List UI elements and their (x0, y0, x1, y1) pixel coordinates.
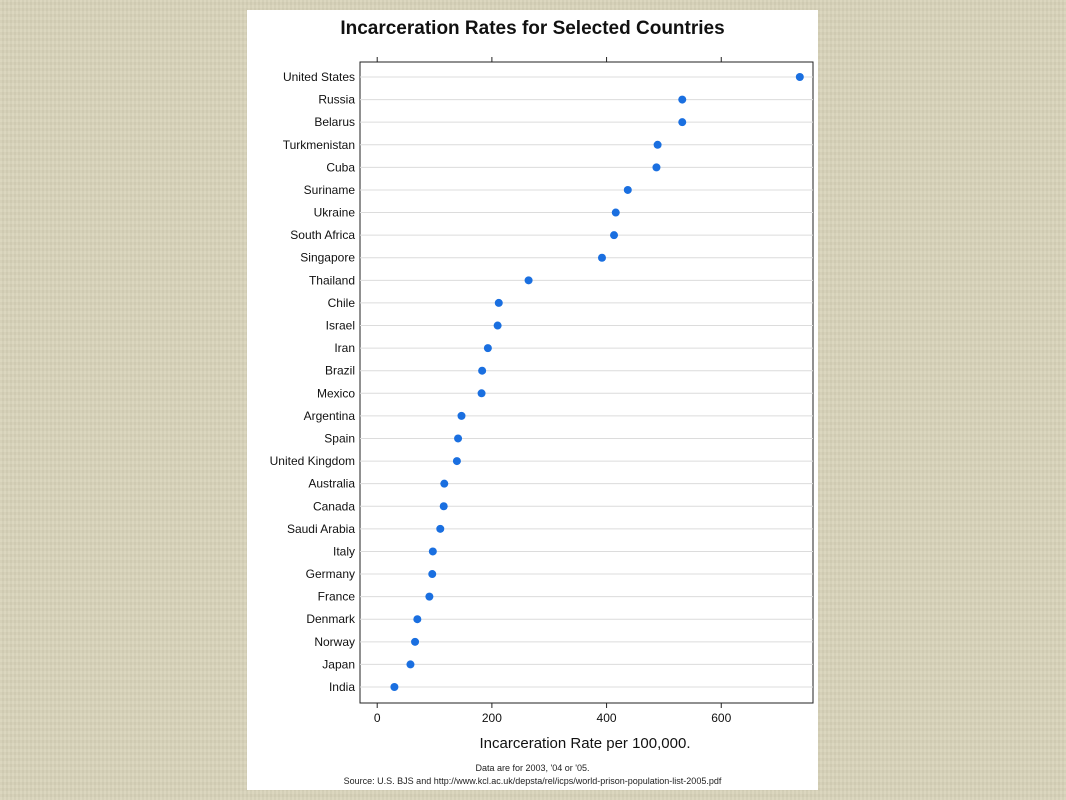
data-point (597, 253, 606, 262)
data-point (524, 276, 533, 285)
data-point (413, 615, 422, 624)
y-tick-label: Cuba (326, 160, 355, 174)
x-tick-label: 200 (482, 711, 502, 725)
data-point (457, 411, 466, 420)
y-tick-label: Israel (326, 319, 355, 333)
data-point (440, 479, 449, 488)
y-tick-label: Ukraine (314, 206, 356, 220)
y-tick-label: Iran (334, 341, 355, 355)
y-tick-label: United Kingdom (270, 454, 355, 468)
x-tick-label: 400 (597, 711, 617, 725)
y-tick-label: Spain (324, 431, 355, 445)
data-point (428, 547, 437, 556)
dot-plot: 0 200 400 600 United States Russia Belarus Turk… (270, 57, 814, 725)
data-point (652, 163, 661, 172)
data-point (493, 321, 502, 330)
y-tick-label: Thailand (309, 273, 355, 287)
data-point (454, 434, 463, 443)
y-tick-label: Mexico (317, 386, 355, 400)
y-tick-label: Singapore (300, 251, 355, 265)
data-note: Data are for 2003, '04 or '05. (475, 763, 590, 773)
y-tick-label: Brazil (325, 364, 355, 378)
plot-frame (359, 61, 814, 704)
data-point (611, 208, 620, 217)
data-point (623, 185, 632, 194)
y-tick-label: Turkmenistan (283, 138, 355, 152)
data-point (678, 118, 687, 127)
data-point (494, 298, 503, 307)
data-point (411, 637, 420, 646)
x-tick-label: 600 (711, 711, 731, 725)
x-tick-label: 0 (374, 711, 381, 725)
data-point (478, 366, 487, 375)
y-tick-label: United States (283, 70, 355, 84)
y-tick-label: Suriname (304, 183, 356, 197)
y-tick-label: India (329, 680, 355, 694)
y-tick-label: Belarus (314, 115, 355, 129)
y-tick-label: Argentina (304, 409, 356, 423)
x-axis-label: Incarceration Rate per 100,000. (479, 735, 691, 752)
data-point (390, 683, 399, 691)
data-point (406, 660, 415, 669)
y-tick-label: Japan (322, 657, 355, 671)
data-point (610, 231, 619, 240)
data-point (477, 389, 486, 398)
y-tick-label: Russia (318, 93, 355, 107)
y-tick-label: Australia (308, 477, 355, 491)
data-point (425, 592, 434, 601)
y-tick-label: Chile (328, 296, 356, 310)
y-tick-label: Norway (314, 635, 355, 649)
y-tick-label: Canada (313, 499, 355, 513)
data-point (428, 570, 437, 579)
data-point (439, 502, 448, 511)
source-note: Source: U.S. BJS and http://www.kcl.ac.u… (343, 776, 722, 786)
y-tick-label: France (318, 590, 356, 604)
data-point (483, 344, 492, 353)
data-point (678, 95, 687, 104)
data-point (452, 457, 461, 466)
y-tick-label: South Africa (290, 228, 355, 242)
chart-title: Incarceration Rates for Selected Countri… (340, 18, 725, 39)
chart-paper: Incarceration Rates for Selected Countri… (247, 10, 818, 790)
data-point (653, 140, 662, 149)
data-point (436, 524, 445, 533)
y-tick-label: Denmark (306, 612, 356, 626)
y-tick-label: Italy (333, 544, 355, 558)
y-tick-label: Germany (306, 567, 355, 581)
data-point (795, 73, 804, 81)
y-tick-label: Saudi Arabia (287, 522, 355, 536)
